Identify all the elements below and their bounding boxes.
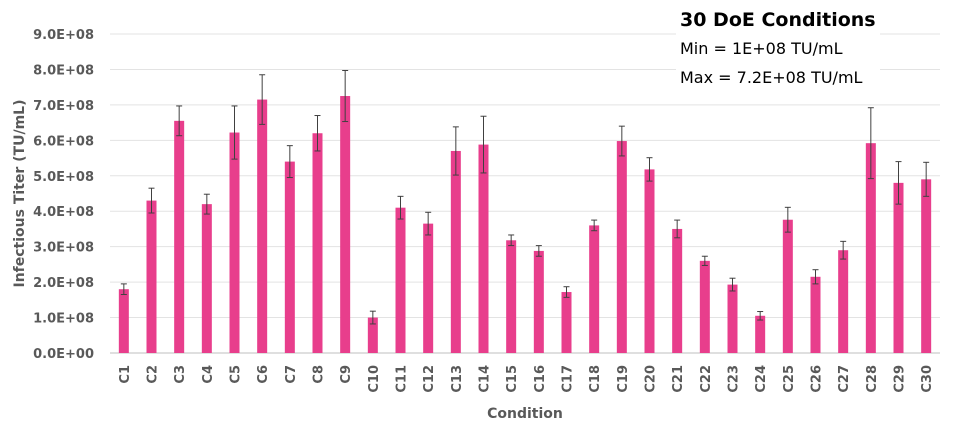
bar [644, 169, 655, 353]
x-tick-label: C4 [201, 365, 216, 384]
x-tick-label: C17 [561, 365, 576, 393]
x-tick-label: C2 [146, 365, 161, 384]
x-tick-label: C6 [256, 365, 271, 384]
y-tick-label: 1.0E+08 [33, 312, 94, 327]
bar [340, 96, 351, 354]
bar [533, 250, 544, 353]
y-tick-label: 4.0E+08 [33, 205, 94, 220]
y-tick-label: 2.0E+08 [33, 276, 94, 291]
x-tick-label: C10 [367, 365, 382, 393]
bar [672, 228, 683, 353]
bars [118, 96, 932, 354]
x-tick-label: C3 [173, 365, 188, 384]
x-tick-label: C22 [699, 365, 714, 393]
x-tick-label: C9 [339, 365, 354, 384]
x-tick-label: C21 [671, 365, 686, 393]
x-tick-label: C28 [865, 365, 880, 393]
x-tick-label: C5 [229, 365, 244, 384]
bar [284, 161, 295, 353]
y-axis-title: Infectious Titer (TU/mL) [12, 100, 28, 288]
bar [893, 182, 904, 353]
bar [699, 260, 710, 353]
x-axis-title: Condition [487, 406, 563, 422]
bar [450, 150, 461, 353]
x-tick-label: C23 [727, 365, 742, 393]
bar [865, 143, 876, 353]
x-tick-label: C12 [422, 365, 437, 393]
bar [616, 141, 627, 353]
error-bars [120, 70, 930, 325]
bar [727, 284, 738, 353]
x-tick-label: C8 [312, 365, 327, 384]
bar [810, 276, 821, 353]
x-tick-label: C11 [395, 365, 410, 393]
bar [174, 120, 185, 353]
bar [506, 240, 517, 353]
bar [838, 250, 849, 353]
x-tick-label: C14 [478, 365, 493, 393]
x-tick-label: C15 [505, 365, 520, 393]
bar [146, 200, 157, 353]
bar [589, 225, 600, 353]
x-tick-label: C13 [450, 365, 465, 393]
x-tick-label: C25 [782, 365, 797, 393]
x-tick-label: C27 [837, 365, 852, 393]
y-tick-labels: 0.0E+00 1.0E+08 2.0E+08 3.0E+08 4.0E+08 5.0E+… [33, 28, 94, 362]
bar [478, 144, 489, 353]
x-tick-label: C26 [810, 365, 825, 393]
x-tick-label: C16 [533, 365, 548, 393]
bar [782, 219, 793, 353]
bar [921, 179, 932, 353]
bar [561, 292, 572, 353]
y-tick-label: 7.0E+08 [33, 99, 94, 114]
bar [755, 315, 766, 353]
bar [118, 289, 129, 353]
bar [201, 204, 212, 353]
bar [229, 132, 240, 353]
y-tick-label: 5.0E+08 [33, 170, 94, 185]
bar [257, 99, 268, 353]
x-tick-label: C24 [754, 365, 769, 393]
bar [367, 317, 378, 353]
bar [312, 133, 323, 353]
annotation-max: Max = 7.2E+08 TU/mL [680, 68, 863, 87]
x-tick-label: C20 [644, 365, 659, 393]
annotation-box: 30 DoE Conditions Min = 1E+08 TU/mL Max … [676, 4, 880, 94]
y-tick-label: 9.0E+08 [33, 28, 94, 43]
x-tick-label: C1 [118, 365, 133, 384]
y-tick-label: 8.0E+08 [33, 63, 94, 78]
bar [395, 207, 406, 353]
bar [423, 223, 434, 353]
y-tick-label: 6.0E+08 [33, 134, 94, 149]
x-tick-label: C7 [284, 365, 299, 384]
x-tick-label: C30 [920, 365, 935, 393]
y-tick-label: 0.0E+00 [33, 347, 94, 362]
x-tick-label: C29 [893, 365, 908, 393]
x-tick-labels: C1 C2 C3 C4 C5 C6 C7 C8 C9 C10 C11 C12 C13 C14 C15 C16 C… [118, 365, 935, 393]
annotation-min: Min = 1E+08 TU/mL [680, 39, 843, 58]
annotation-title: 30 DoE Conditions [680, 9, 876, 31]
y-tick-label: 3.0E+08 [33, 241, 94, 256]
x-tick-label: C18 [588, 365, 603, 393]
x-tick-label: C19 [616, 365, 631, 393]
